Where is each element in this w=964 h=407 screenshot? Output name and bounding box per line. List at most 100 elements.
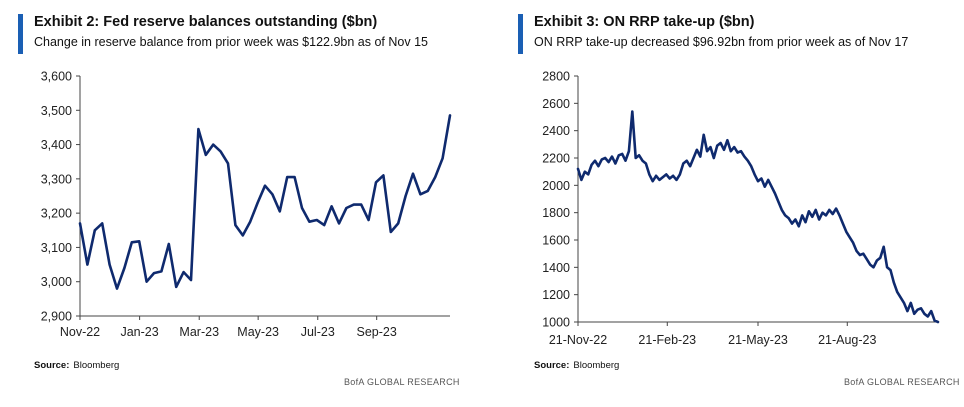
data-point — [145, 280, 148, 283]
data-point — [108, 263, 111, 266]
data-point — [614, 162, 617, 165]
data-point — [645, 162, 647, 165]
y-tick-label: 1400 — [542, 261, 570, 275]
data-point — [634, 157, 637, 159]
data-point — [838, 214, 841, 217]
y-tick-label: 3,300 — [41, 172, 72, 186]
x-tick-label: 21-Nov-22 — [549, 333, 607, 347]
data-point — [190, 279, 192, 281]
data-point — [855, 250, 858, 252]
data-point — [808, 210, 810, 213]
data-point — [79, 222, 81, 225]
data-point — [279, 210, 281, 213]
y-tick-label: 3,000 — [41, 275, 72, 289]
data-point — [910, 302, 912, 304]
data-point — [757, 180, 759, 182]
data-point — [828, 209, 831, 211]
data-point — [611, 155, 613, 158]
data-point — [624, 159, 627, 162]
x-tick-label: Nov-22 — [60, 325, 100, 339]
data-point — [709, 146, 712, 148]
x-tick-label: 21-May-23 — [728, 333, 788, 347]
data-point — [672, 175, 674, 177]
data-point — [182, 271, 185, 273]
data-point — [412, 172, 414, 175]
data-point — [212, 143, 214, 146]
data-point — [301, 207, 303, 209]
data-point — [242, 234, 244, 237]
data-point — [696, 149, 698, 151]
y-tick-label: 2000 — [542, 179, 570, 193]
data-point — [689, 165, 691, 167]
y-tick-label: 1600 — [542, 234, 570, 248]
source-label: Source: — [534, 360, 570, 371]
data-point — [923, 313, 926, 315]
y-tick-label: 3,400 — [41, 138, 72, 152]
data-point — [308, 220, 311, 223]
x-tick-label: 21-Feb-23 — [638, 333, 696, 347]
data-point — [927, 315, 929, 318]
data-point — [702, 134, 705, 136]
data-point — [353, 203, 355, 206]
data-point — [706, 150, 708, 152]
data-point — [798, 225, 800, 228]
data-point — [441, 157, 444, 160]
exhibit-subtitle: Change in reserve balance from prior wee… — [34, 35, 428, 49]
data-point — [821, 211, 824, 214]
data-point — [804, 221, 807, 223]
data-point — [879, 257, 882, 259]
data-point — [577, 168, 579, 170]
data-point — [713, 157, 715, 159]
on-rrp-line-chart: 1000 1200 1400 1600 1800 2000 2200 2400 2600 2800… — [542, 70, 940, 347]
series-line — [576, 110, 940, 324]
data-point — [750, 165, 752, 167]
source-text: Bloomberg — [73, 360, 120, 371]
data-point — [760, 177, 763, 180]
data-point — [787, 217, 790, 219]
data-point — [390, 231, 392, 233]
reserve-balances-line-chart: 2,900 3,000 3,100 3,200 3,300 3,400 3,500 3,600… — [41, 70, 452, 339]
data-point — [685, 159, 688, 162]
data-point — [434, 176, 437, 178]
data-point — [784, 214, 786, 217]
data-point — [286, 176, 289, 178]
data-point — [584, 170, 586, 173]
brand-footer: BofA GLOBAL RESEARCH — [344, 377, 460, 387]
data-point — [869, 263, 871, 266]
data-point — [168, 243, 170, 245]
data-point — [835, 207, 837, 210]
data-point — [397, 222, 400, 225]
y-tick-label: 3,200 — [41, 207, 72, 221]
data-point — [733, 146, 735, 148]
data-point — [271, 193, 274, 196]
title-accent-bar — [18, 14, 23, 54]
data-point — [699, 155, 702, 158]
data-point — [587, 173, 589, 176]
data-point — [628, 150, 630, 152]
y-tick-label: 1200 — [542, 288, 570, 302]
data-point — [227, 162, 229, 165]
data-point — [375, 181, 377, 184]
x-tick-label: Jan-23 — [120, 325, 158, 339]
data-point — [101, 222, 103, 225]
data-point — [886, 266, 888, 269]
data-point — [852, 241, 854, 244]
data-point — [811, 216, 814, 218]
data-point — [791, 222, 793, 225]
data-point — [675, 179, 678, 181]
data-point — [777, 200, 780, 203]
data-point — [893, 281, 895, 284]
data-point — [716, 144, 718, 147]
x-tick-label: 21-Aug-23 — [818, 333, 876, 347]
data-point — [658, 179, 661, 181]
data-point — [930, 310, 932, 312]
y-tick-label: 2,900 — [41, 310, 72, 324]
data-point — [131, 241, 133, 244]
data-point — [862, 252, 865, 255]
data-point — [842, 222, 844, 225]
exhibit-3-panel: Exhibit 3: ON RRP take-up ($bn) ON RRP t… — [500, 0, 964, 407]
data-point — [682, 162, 685, 165]
data-point — [662, 176, 664, 178]
data-point — [580, 179, 583, 181]
data-point — [594, 159, 596, 162]
